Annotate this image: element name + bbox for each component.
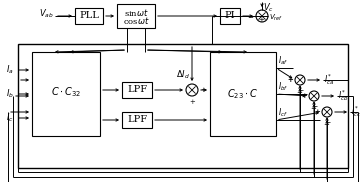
- Bar: [220, 8, 240, 24]
- Bar: [210, 52, 276, 136]
- Circle shape: [309, 91, 319, 101]
- Text: $+$: $+$: [258, 15, 266, 24]
- Bar: [32, 52, 100, 136]
- Text: $-$: $-$: [324, 119, 331, 127]
- Circle shape: [322, 107, 332, 117]
- Text: +: +: [200, 86, 206, 94]
- Bar: [122, 82, 152, 98]
- Text: +: +: [287, 76, 293, 84]
- Text: $V_{ref}$: $V_{ref}$: [269, 13, 283, 23]
- Text: LPF: LPF: [127, 86, 147, 94]
- Text: cos$\omega t$: cos$\omega t$: [123, 15, 149, 27]
- Text: $-$: $-$: [312, 103, 318, 108]
- Text: $I_b$: $I_b$: [6, 88, 14, 100]
- Text: +: +: [287, 76, 293, 84]
- Text: $V_c$: $V_c$: [263, 1, 274, 13]
- Bar: [75, 8, 103, 24]
- Circle shape: [295, 75, 305, 85]
- Text: $-$: $-$: [296, 87, 304, 95]
- Text: PI: PI: [225, 11, 235, 21]
- Text: $I_{cf}$: $I_{cf}$: [278, 106, 288, 119]
- Bar: [18, 44, 348, 168]
- Text: $I_c$: $I_c$: [7, 112, 14, 124]
- Text: $-$: $-$: [325, 119, 331, 124]
- Text: $V_{ab}$: $V_{ab}$: [39, 8, 54, 20]
- Text: sin$\omega t$: sin$\omega t$: [123, 7, 149, 17]
- Text: $I_{cb}^*$: $I_{cb}^*$: [338, 89, 348, 103]
- Text: $I_{ca}^*$: $I_{ca}^*$: [324, 73, 334, 87]
- Text: $C\cdot C_{32}$: $C\cdot C_{32}$: [51, 85, 81, 99]
- Circle shape: [256, 10, 268, 22]
- Text: $\Delta I_d$: $\Delta I_d$: [176, 68, 190, 81]
- Bar: [117, 4, 155, 28]
- Text: $-$: $-$: [310, 103, 317, 111]
- Text: +: +: [314, 108, 320, 116]
- Text: +: +: [301, 92, 307, 100]
- Text: $-$: $-$: [247, 12, 254, 20]
- Text: PLL: PLL: [79, 11, 99, 21]
- Bar: [122, 112, 152, 128]
- Text: $I_{af}$: $I_{af}$: [278, 54, 288, 67]
- Text: +: +: [189, 98, 195, 106]
- Text: $-$: $-$: [298, 87, 304, 92]
- Text: +: +: [314, 108, 320, 116]
- Text: LPF: LPF: [127, 116, 147, 124]
- Text: $I_a$: $I_a$: [6, 64, 14, 76]
- Text: +: +: [301, 92, 307, 100]
- Text: $I_{bf}$: $I_{bf}$: [278, 80, 288, 93]
- Text: $I_{cc}^*$: $I_{cc}^*$: [351, 104, 361, 119]
- Circle shape: [186, 84, 198, 96]
- Text: $C_{23}\cdot C$: $C_{23}\cdot C$: [227, 87, 259, 101]
